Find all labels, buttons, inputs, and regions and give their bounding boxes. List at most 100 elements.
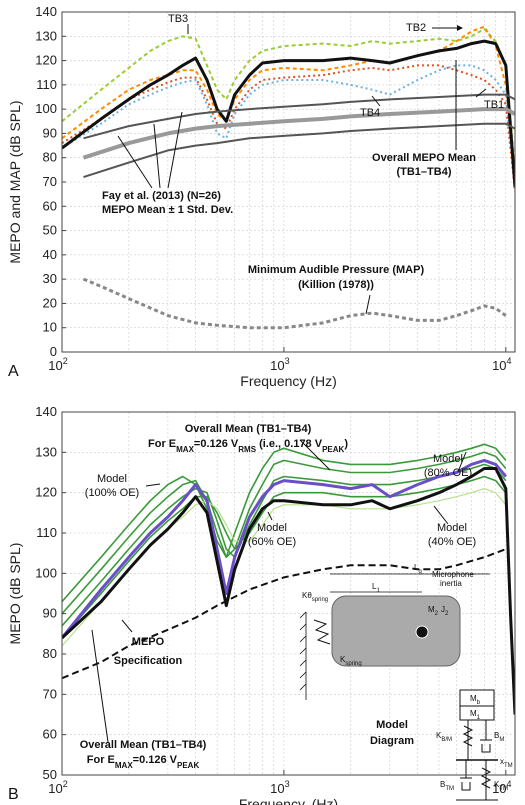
fay-leader-1 bbox=[117, 135, 153, 189]
overall-mepo-label-line1: Overall MEPO Mean bbox=[372, 152, 476, 164]
y-tick-label: 120 bbox=[35, 53, 57, 68]
series-line-a-2 bbox=[62, 64, 515, 192]
diagram-kr-label: Kspring bbox=[340, 655, 362, 667]
series-line-b-7 bbox=[62, 548, 507, 680]
overall-mean-bottom-line1: Overall Mean (TB1–TB4) bbox=[80, 739, 207, 751]
diagram-microphone-label: Microphone bbox=[432, 570, 474, 579]
overall-mean-top-line1: Overall Mean (TB1–TB4) bbox=[185, 423, 312, 435]
diagram-tm-spring bbox=[480, 760, 492, 800]
tb4-leader bbox=[371, 95, 381, 107]
panel-a-series bbox=[62, 25, 515, 330]
y-tick-label: 100 bbox=[35, 101, 57, 116]
series-line-a-4 bbox=[62, 39, 515, 188]
fay-label-line2: MEPO Mean ± 1 Std. Dev. bbox=[102, 204, 233, 216]
y-tick-label: 50 bbox=[43, 767, 57, 782]
fay-leader-2 bbox=[153, 123, 161, 189]
y-tick-label: 40 bbox=[43, 247, 57, 262]
y-tick-label: 60 bbox=[43, 198, 57, 213]
model-diagram-line1: Model bbox=[376, 719, 408, 731]
panel-b-frame bbox=[61, 411, 516, 776]
panel-b: 50 60 70 80 90 100 110 120 130 140 102 103 104 Frequ… bbox=[7, 404, 516, 805]
model-40-line2: (40% OE) bbox=[428, 536, 476, 548]
series-line-a-8 bbox=[82, 277, 507, 330]
panel-b-annotations bbox=[91, 439, 467, 743]
panel-b-ticks: 50 60 70 80 90 100 110 120 130 140 102 103 104 bbox=[35, 404, 511, 796]
y-tick-label: 90 bbox=[43, 125, 57, 140]
diagram-l1-label: L1 bbox=[372, 582, 380, 594]
m80-leader bbox=[457, 451, 467, 473]
panel-b-y-axis-label: MEPO (dB SPL) bbox=[7, 543, 23, 645]
overall-mepo-label-line2: (TB1–TB4) bbox=[396, 166, 451, 178]
diagram-mass-1 bbox=[459, 705, 495, 721]
model-80-line1: Model bbox=[433, 453, 463, 465]
panel-a: 0 10 20 30 40 50 60 70 80 90 100 110 120 130 140 102 103… bbox=[7, 4, 516, 389]
spec-leader bbox=[121, 619, 133, 633]
model-80-line2: (80% OE) bbox=[424, 467, 472, 479]
panel-a-letter: A bbox=[8, 363, 19, 380]
m60-leader bbox=[267, 511, 273, 521]
y-tick-label: 100 bbox=[35, 565, 57, 580]
y-tick-label: 80 bbox=[43, 646, 57, 661]
model-100-line1: Model bbox=[97, 473, 127, 485]
y-tick-label: 130 bbox=[35, 444, 57, 459]
series-line-a-7 bbox=[83, 122, 515, 179]
series-line-b-0 bbox=[62, 443, 507, 603]
diagram-ktm-label: KTM bbox=[494, 780, 508, 792]
fay-label-line1: Fay et al. (2013) (N=26) bbox=[102, 190, 221, 202]
diagram-body bbox=[331, 595, 461, 667]
model-diagram bbox=[299, 573, 498, 801]
model-60-line1: Model bbox=[257, 522, 287, 534]
map-leader bbox=[365, 294, 371, 315]
diagram-damper-bm bbox=[480, 720, 492, 753]
y-tick-label: 90 bbox=[43, 606, 57, 621]
panel-a-annotations bbox=[117, 24, 487, 315]
series-line-a-6 bbox=[82, 107, 515, 160]
x-tick-label: 103 bbox=[270, 779, 289, 796]
tb1-label: TB1 bbox=[484, 99, 504, 111]
series-line-b-5 bbox=[62, 458, 507, 639]
panel-b-letter: B bbox=[8, 786, 19, 803]
y-tick-label: 80 bbox=[43, 150, 57, 165]
fay-leader-3 bbox=[167, 111, 183, 189]
panel-a-y-axis-label: MEPO and MAP (dB SPL) bbox=[7, 100, 23, 263]
y-tick-label: 20 bbox=[43, 295, 57, 310]
map-label-line2: (Killion (1978)) bbox=[298, 279, 374, 291]
y-tick-label: 70 bbox=[43, 686, 57, 701]
y-tick-label: 110 bbox=[36, 525, 57, 540]
panel-b-x-axis-label: Frequency, (Hz) bbox=[239, 796, 338, 805]
diagram-mb-label: Mb bbox=[470, 694, 481, 706]
mepo-spec-line2: Specification bbox=[114, 655, 183, 667]
diagram-xtm-label: xTM bbox=[500, 757, 513, 769]
x-tick-label: 104 bbox=[492, 779, 511, 796]
y-tick-label: 110 bbox=[36, 77, 57, 92]
diagram-m1-label: M1 bbox=[470, 709, 481, 721]
diagram-spring-bm bbox=[462, 720, 474, 760]
y-tick-label: 130 bbox=[35, 28, 57, 43]
y-tick-label: 140 bbox=[35, 4, 57, 19]
diagram-pivot bbox=[415, 625, 429, 639]
diagram-lg-label: Lg bbox=[414, 563, 422, 575]
series-line-b-1 bbox=[62, 451, 507, 615]
overall-mean-top-line2: For EMAX=0.126 VRMS (i.e., 0.178 VPEAK) bbox=[148, 438, 348, 454]
series-line-a-3 bbox=[62, 64, 515, 187]
y-tick-label: 30 bbox=[43, 271, 57, 286]
tb2-label: TB2 bbox=[406, 22, 426, 34]
y-tick-label: 50 bbox=[43, 223, 57, 238]
series-line-b-6 bbox=[62, 467, 515, 715]
panel-b-series bbox=[62, 443, 515, 715]
overall-mean-bottom-line2: For EMAX=0.126 VPEAK bbox=[87, 754, 200, 770]
tb3-label: TB3 bbox=[168, 13, 188, 25]
tb4-label: TB4 bbox=[360, 107, 380, 119]
y-tick-label: 120 bbox=[35, 485, 57, 500]
m100-leader bbox=[145, 483, 161, 487]
diagram-left-spring bbox=[313, 619, 331, 645]
diagram-kbm-label: KB/M bbox=[436, 731, 452, 743]
x-tick-label: 103 bbox=[270, 356, 289, 373]
tb1-leader bbox=[475, 88, 487, 98]
diagram-btm-label: BTM bbox=[440, 780, 454, 792]
panel-a-ticks: 0 10 20 30 40 50 60 70 80 90 100 110 120 130 140 102 103… bbox=[35, 4, 511, 373]
diagram-m2-label: M2 J2 bbox=[428, 605, 449, 617]
om-bottom-leader bbox=[91, 629, 109, 743]
m40-leader bbox=[433, 505, 449, 525]
